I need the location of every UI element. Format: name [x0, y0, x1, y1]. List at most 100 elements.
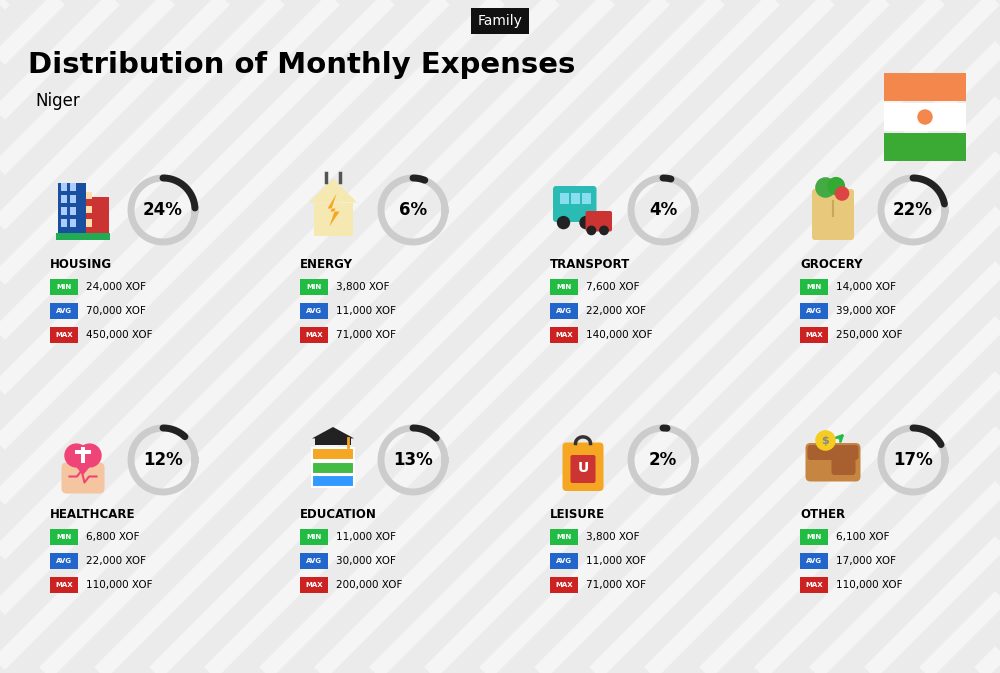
Text: 30,000 XOF: 30,000 XOF	[336, 556, 396, 566]
Text: 200,000 XOF: 200,000 XOF	[336, 580, 402, 590]
Text: HOUSING: HOUSING	[50, 258, 112, 271]
Polygon shape	[66, 456, 100, 475]
FancyBboxPatch shape	[61, 195, 66, 203]
Text: Distribution of Monthly Expenses: Distribution of Monthly Expenses	[28, 51, 575, 79]
FancyBboxPatch shape	[800, 327, 828, 343]
FancyBboxPatch shape	[806, 443, 860, 481]
FancyBboxPatch shape	[300, 577, 328, 593]
Text: 17,000 XOF: 17,000 XOF	[836, 556, 896, 566]
FancyBboxPatch shape	[884, 73, 966, 101]
Text: MIN: MIN	[306, 284, 322, 290]
FancyBboxPatch shape	[884, 133, 966, 161]
FancyBboxPatch shape	[58, 183, 86, 236]
FancyBboxPatch shape	[300, 304, 328, 319]
FancyBboxPatch shape	[70, 195, 76, 203]
FancyBboxPatch shape	[570, 455, 596, 483]
FancyBboxPatch shape	[61, 219, 66, 227]
Text: 6,100 XOF: 6,100 XOF	[836, 532, 890, 542]
Text: AVG: AVG	[806, 308, 822, 314]
FancyBboxPatch shape	[50, 304, 78, 319]
FancyBboxPatch shape	[550, 577, 578, 593]
Text: EDUCATION: EDUCATION	[300, 507, 377, 520]
Circle shape	[835, 187, 849, 200]
Text: AVG: AVG	[306, 558, 322, 564]
Text: MAX: MAX	[805, 332, 823, 338]
Text: MAX: MAX	[555, 332, 573, 338]
Text: OTHER: OTHER	[800, 507, 845, 520]
Text: 4%: 4%	[649, 201, 677, 219]
FancyBboxPatch shape	[61, 183, 66, 190]
Text: 24,000 XOF: 24,000 XOF	[86, 282, 146, 292]
FancyBboxPatch shape	[50, 327, 78, 343]
FancyBboxPatch shape	[800, 577, 828, 593]
Text: MAX: MAX	[555, 582, 573, 588]
Text: 70,000 XOF: 70,000 XOF	[86, 306, 146, 316]
Text: MAX: MAX	[55, 582, 73, 588]
Text: 17%: 17%	[893, 451, 933, 469]
Text: 2%: 2%	[649, 451, 677, 469]
FancyBboxPatch shape	[315, 438, 351, 445]
FancyBboxPatch shape	[50, 279, 78, 295]
Text: 450,000 XOF: 450,000 XOF	[86, 330, 152, 340]
Text: 24%: 24%	[143, 201, 183, 219]
Text: 14,000 XOF: 14,000 XOF	[836, 282, 896, 292]
Polygon shape	[312, 427, 354, 438]
Text: 110,000 XOF: 110,000 XOF	[836, 580, 902, 590]
FancyBboxPatch shape	[312, 448, 354, 460]
Text: Family: Family	[478, 14, 522, 28]
FancyBboxPatch shape	[550, 304, 578, 319]
Text: MIN: MIN	[56, 284, 72, 290]
FancyBboxPatch shape	[81, 446, 85, 463]
FancyBboxPatch shape	[800, 529, 828, 544]
FancyBboxPatch shape	[300, 327, 328, 343]
Polygon shape	[328, 194, 340, 227]
FancyBboxPatch shape	[550, 529, 578, 544]
Text: HEALTHCARE: HEALTHCARE	[50, 507, 136, 520]
Text: GROCERY: GROCERY	[800, 258, 862, 271]
Text: AVG: AVG	[556, 558, 572, 564]
FancyBboxPatch shape	[550, 553, 578, 569]
FancyBboxPatch shape	[314, 203, 353, 236]
Text: 11,000 XOF: 11,000 XOF	[336, 306, 396, 316]
Text: MIN: MIN	[806, 284, 822, 290]
Text: AVG: AVG	[56, 308, 72, 314]
Text: 110,000 XOF: 110,000 XOF	[86, 580, 152, 590]
FancyBboxPatch shape	[300, 529, 328, 544]
FancyBboxPatch shape	[312, 462, 354, 474]
Text: 250,000 XOF: 250,000 XOF	[836, 330, 902, 340]
FancyBboxPatch shape	[550, 327, 578, 343]
Text: AVG: AVG	[56, 558, 72, 564]
FancyBboxPatch shape	[50, 553, 78, 569]
Text: $: $	[822, 435, 829, 446]
Circle shape	[587, 226, 596, 235]
Circle shape	[65, 444, 88, 467]
FancyBboxPatch shape	[50, 577, 78, 593]
Text: 11,000 XOF: 11,000 XOF	[336, 532, 396, 542]
FancyBboxPatch shape	[82, 197, 108, 236]
Text: 13%: 13%	[393, 451, 433, 469]
Text: MIN: MIN	[56, 534, 72, 540]
Text: 71,000 XOF: 71,000 XOF	[336, 330, 396, 340]
Text: MAX: MAX	[55, 332, 73, 338]
Circle shape	[558, 217, 570, 229]
FancyBboxPatch shape	[812, 189, 854, 240]
Circle shape	[918, 110, 932, 124]
Text: ENERGY: ENERGY	[300, 258, 353, 271]
FancyBboxPatch shape	[75, 450, 91, 454]
Text: AVG: AVG	[306, 308, 322, 314]
Circle shape	[816, 178, 835, 197]
Text: AVG: AVG	[806, 558, 822, 564]
Text: 3,800 XOF: 3,800 XOF	[336, 282, 390, 292]
Circle shape	[816, 431, 835, 450]
Text: MIN: MIN	[806, 534, 822, 540]
Text: AVG: AVG	[556, 308, 572, 314]
FancyBboxPatch shape	[553, 186, 596, 222]
FancyBboxPatch shape	[560, 192, 569, 204]
Text: LEISURE: LEISURE	[550, 507, 605, 520]
Text: 6,800 XOF: 6,800 XOF	[86, 532, 140, 542]
Text: 3,800 XOF: 3,800 XOF	[586, 532, 640, 542]
FancyBboxPatch shape	[800, 553, 828, 569]
FancyBboxPatch shape	[300, 279, 328, 295]
Text: Niger: Niger	[35, 92, 80, 110]
Text: 6%: 6%	[399, 201, 427, 219]
